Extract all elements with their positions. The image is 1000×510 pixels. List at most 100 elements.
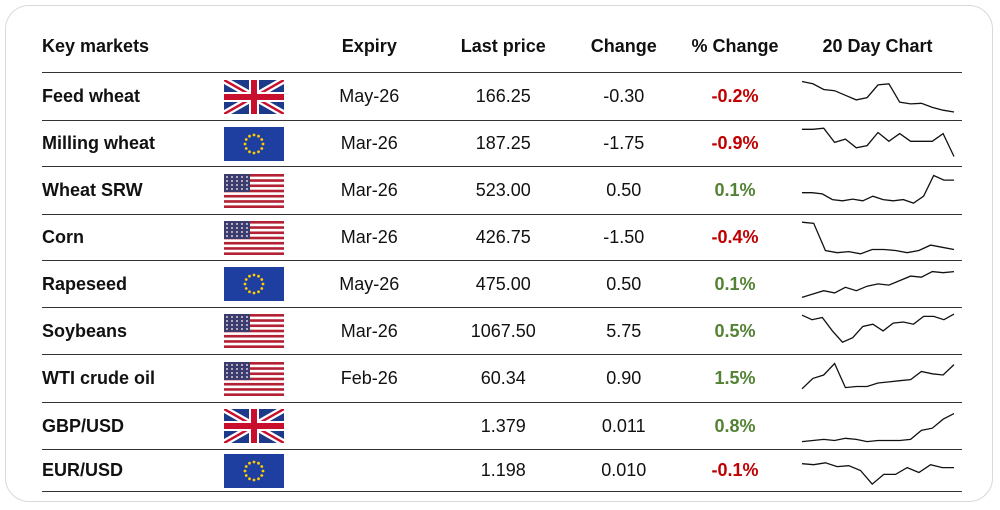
header-last-price: Last price (436, 20, 571, 73)
sparkline-line (801, 80, 954, 113)
flag-cell (205, 307, 303, 355)
last-price-cell: 60.34 (436, 354, 571, 403)
sparkline-chart (801, 174, 954, 204)
expiry-cell: Mar-26 (302, 214, 437, 261)
flag-cell (205, 72, 303, 121)
us-flag (224, 361, 285, 396)
last-price-cell: 187.25 (436, 120, 571, 167)
eu-flag (224, 126, 285, 161)
sparkline-line (801, 412, 954, 442)
us-flag (224, 173, 285, 208)
header-expiry: Expiry (302, 20, 437, 73)
market-name: Feed wheat (42, 72, 206, 121)
flag-cell (205, 214, 303, 261)
change-cell: 0.011 (570, 402, 678, 450)
flag-cell (205, 260, 303, 308)
last-price-cell: 523.00 (436, 166, 571, 215)
sparkline-line (801, 270, 954, 298)
market-name: GBP/USD (42, 402, 206, 450)
expiry-cell: May-26 (302, 72, 437, 121)
pct-change-cell: 0.1% (677, 260, 793, 308)
sparkline-cell (793, 166, 962, 215)
sparkline-cell (793, 354, 962, 403)
change-cell: 0.50 (570, 166, 678, 215)
pct-change-cell: 1.5% (677, 354, 793, 403)
flag-cell (205, 120, 303, 167)
eu-flag (224, 453, 285, 488)
change-cell: 0.90 (570, 354, 678, 403)
sparkline-cell (793, 120, 962, 167)
sparkline-line (801, 221, 954, 254)
change-cell: -1.75 (570, 120, 678, 167)
market-name: Milling wheat (42, 120, 206, 167)
market-name: WTI crude oil (42, 354, 206, 403)
last-price-cell: 426.75 (436, 214, 571, 261)
pct-change-cell: -0.2% (677, 72, 793, 121)
key-markets-table: Key markets Expiry Last price Change % C… (42, 20, 962, 492)
sparkline-chart (801, 80, 954, 113)
table-row: Feed wheat May-26 166.25 -0.30 -0.2% (42, 72, 962, 121)
sparkline-chart (801, 221, 954, 254)
sparkline-chart (801, 412, 954, 442)
header-20-day-chart: 20 Day Chart (793, 20, 962, 73)
expiry-cell: Mar-26 (302, 120, 437, 167)
last-price-cell: 1.198 (436, 449, 571, 492)
pct-change-cell: -0.4% (677, 214, 793, 261)
sparkline-cell (793, 402, 962, 450)
change-cell: 5.75 (570, 307, 678, 355)
flag-cell (205, 402, 303, 450)
header-change: Change (570, 20, 678, 73)
sparkline-chart (801, 361, 954, 389)
us-flag (224, 220, 285, 255)
table-row: Milling wheat Mar-26 187.25 -1.75 -0.9% (42, 120, 962, 167)
table-row: Soybeans Mar-26 1067.50 5.75 0.5% (42, 307, 962, 355)
change-cell: 0.50 (570, 260, 678, 308)
sparkline-chart (801, 461, 954, 485)
expiry-cell: Mar-26 (302, 166, 437, 215)
expiry-cell: Mar-26 (302, 307, 437, 355)
last-price-cell: 166.25 (436, 72, 571, 121)
sparkline-cell (793, 449, 962, 492)
market-name: EUR/USD (42, 449, 206, 492)
market-name: Wheat SRW (42, 166, 206, 215)
table-row: Rapeseed May-26 475.00 0.50 0.1% (42, 260, 962, 308)
sparkline-cell (793, 307, 962, 355)
sparkline-line (801, 313, 954, 343)
header-pct-change: % Change (677, 20, 793, 73)
eu-flag (224, 267, 285, 301)
table-row: Wheat SRW Mar-26 523.00 0.50 0.1% (42, 166, 962, 215)
table-row: WTI crude oil Feb-26 60.34 0.90 1.5% (42, 354, 962, 403)
change-cell: -0.30 (570, 72, 678, 121)
change-cell: 0.010 (570, 449, 678, 492)
sparkline-line (801, 461, 954, 485)
sparkline-cell (793, 214, 962, 261)
table-row: Corn Mar-26 426.75 -1.50 -0.4% (42, 214, 962, 261)
market-name: Soybeans (42, 307, 206, 355)
sparkline-chart (801, 127, 955, 157)
pct-change-cell: -0.1% (677, 449, 793, 492)
expiry-cell: Feb-26 (302, 354, 437, 403)
sparkline-cell (793, 260, 962, 308)
expiry-cell (302, 449, 437, 492)
table-row: EUR/USD 1.198 0.010 -0.1% (42, 449, 962, 492)
sparkline-line (801, 127, 955, 157)
last-price-cell: 475.00 (436, 260, 571, 308)
header-flag (205, 20, 303, 73)
pct-change-cell: 0.8% (677, 402, 793, 450)
last-price-cell: 1067.50 (436, 307, 571, 355)
pct-change-cell: 0.5% (677, 307, 793, 355)
sparkline-cell (793, 72, 962, 121)
expiry-cell: May-26 (302, 260, 437, 308)
flag-cell (205, 354, 303, 403)
market-name: Corn (42, 214, 206, 261)
sparkline-line (801, 361, 954, 389)
header-row: Key markets Expiry Last price Change % C… (42, 20, 962, 73)
us-flag (224, 314, 285, 348)
uk-flag (224, 409, 285, 443)
last-price-cell: 1.379 (436, 402, 571, 450)
sparkline-chart (801, 313, 954, 343)
pct-change-cell: 0.1% (677, 166, 793, 215)
market-name: Rapeseed (42, 260, 206, 308)
flag-cell (205, 166, 303, 215)
header-key-markets: Key markets (42, 20, 206, 73)
